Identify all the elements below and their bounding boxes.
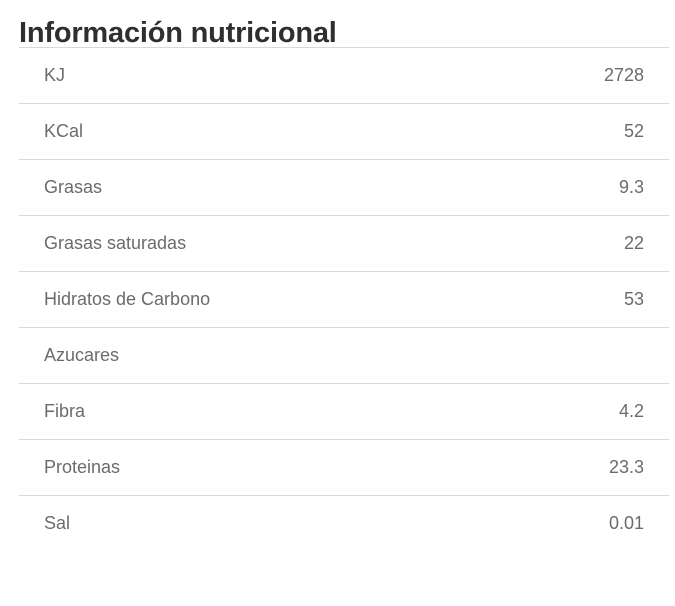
nutrition-row-grasas: Grasas 9.3 <box>19 160 669 216</box>
nutrition-row-proteinas: Proteinas 23.3 <box>19 440 669 496</box>
nutrient-value: 53 <box>623 289 644 309</box>
nutrition-row-kj: KJ 2728 <box>19 48 669 104</box>
section-title: Información nutricional <box>19 17 337 49</box>
nutrient-value: 0.01 <box>608 513 644 533</box>
nutrient-value: 52 <box>623 121 644 141</box>
nutrient-label: Grasas saturadas <box>44 233 187 253</box>
nutrition-table: KJ 2728 KCal 52 Grasas 9.3 Grasas satura… <box>19 47 669 551</box>
nutrient-label: Fibra <box>44 401 86 421</box>
nutrient-label: Hidratos de Carbono <box>44 289 211 309</box>
nutrient-label: Proteinas <box>44 457 121 477</box>
nutrition-row-kcal: KCal 52 <box>19 104 669 160</box>
nutrition-row-sal: Sal 0.01 <box>19 496 669 551</box>
nutrient-label: Azucares <box>44 345 120 365</box>
nutrient-label: KCal <box>44 121 84 141</box>
nutrient-label: Sal <box>44 513 71 533</box>
nutrient-value: 4.2 <box>618 401 644 421</box>
nutrition-panel: Información nutricional KJ 2728 KCal 52 … <box>19 0 669 551</box>
nutrition-row-azucares: Azucares <box>19 328 669 384</box>
nutrient-value: 2728 <box>603 65 644 85</box>
nutrient-value: 23.3 <box>608 457 644 477</box>
nutrient-label: Grasas <box>44 177 103 197</box>
nutrient-label: KJ <box>44 65 66 85</box>
nutrition-row-fibra: Fibra 4.2 <box>19 384 669 440</box>
nutrient-value: 22 <box>623 233 644 253</box>
nutrition-row-grasas-saturadas: Grasas saturadas 22 <box>19 216 669 272</box>
nutrient-value: 9.3 <box>618 177 644 197</box>
nutrition-row-hidratos: Hidratos de Carbono 53 <box>19 272 669 328</box>
